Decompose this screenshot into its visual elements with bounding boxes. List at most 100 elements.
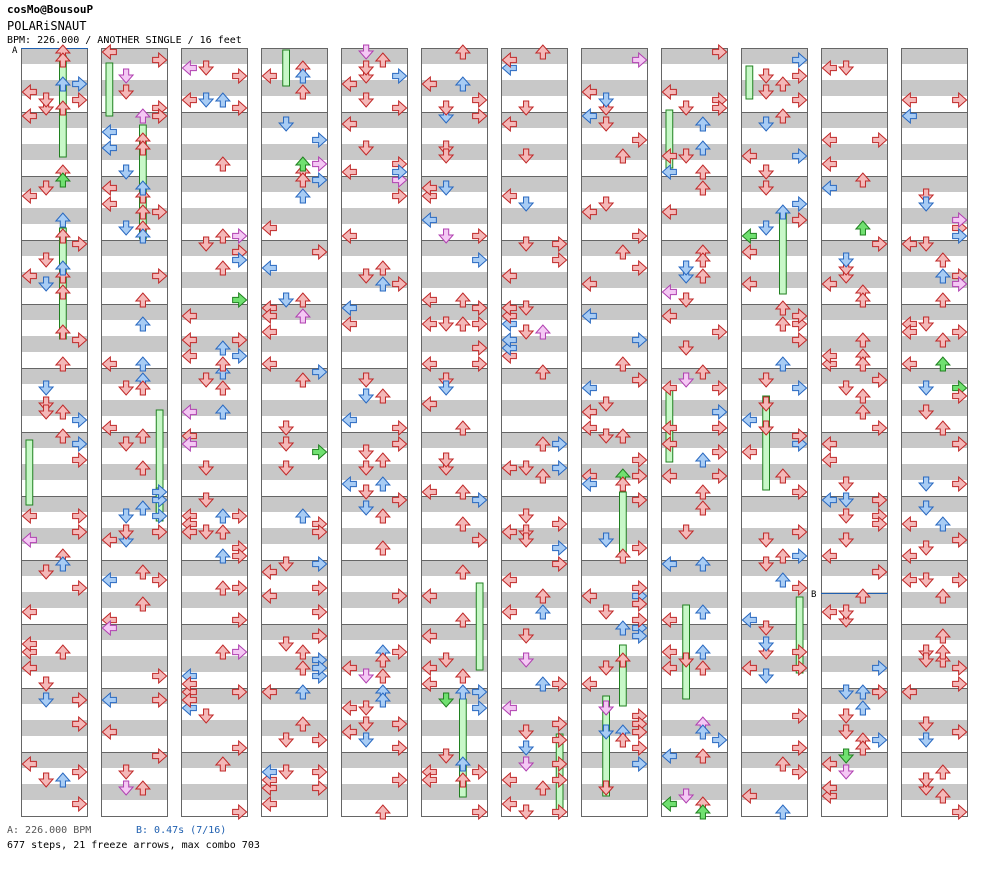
step-arrow-up [134, 428, 151, 444]
step-arrow-left [581, 83, 597, 101]
step-arrow-down [198, 708, 215, 724]
step-arrow-right [792, 195, 808, 213]
beat-band [421, 624, 488, 640]
beat-band [501, 112, 568, 128]
step-arrow-left [21, 507, 37, 525]
beat-band [341, 208, 408, 224]
step-arrow-left [661, 435, 677, 453]
step-arrow-left [421, 179, 437, 197]
step-arrow-right [632, 627, 648, 645]
beat-band [581, 400, 648, 416]
step-arrow-right [872, 659, 888, 677]
step-arrow-right [952, 227, 968, 245]
step-arrow-right [72, 451, 88, 469]
step-arrow-right [792, 547, 808, 565]
step-arrow-right [312, 131, 328, 149]
step-arrow-right [232, 347, 248, 365]
beat-band [21, 112, 88, 128]
beat-band [901, 720, 968, 736]
beat-band [741, 48, 808, 64]
step-arrow-right [72, 411, 88, 429]
beat-band [421, 400, 488, 416]
step-arrow-up [54, 284, 71, 300]
beat-band [341, 496, 408, 512]
step-arrow-left [581, 107, 597, 125]
step-arrow-down [518, 300, 535, 316]
artist-name: cosMo@BousouP [7, 3, 94, 16]
step-arrow-down [598, 428, 615, 444]
beat-band [741, 528, 808, 544]
beat-band [901, 688, 968, 704]
beat-band [421, 240, 488, 256]
step-arrow-down [918, 236, 935, 252]
step-arrow-right [72, 235, 88, 253]
step-arrow-right [552, 675, 568, 693]
beat-band [101, 240, 168, 256]
step-arrow-left [341, 723, 357, 741]
step-arrow-right [952, 275, 968, 293]
step-arrow-right [952, 323, 968, 341]
step-arrow-right [152, 523, 168, 541]
beat-band [261, 176, 328, 192]
step-arrow-up [214, 92, 231, 108]
step-arrow-up [454, 316, 471, 332]
step-arrow-right [872, 235, 888, 253]
step-arrow-down [38, 772, 55, 788]
step-arrow-right [792, 643, 808, 661]
step-arrow-right [552, 771, 568, 789]
step-arrow-up [614, 548, 631, 564]
step-arrow-left [421, 627, 437, 645]
beat-band [501, 400, 568, 416]
step-arrow-down [518, 724, 535, 740]
step-arrow-up [54, 100, 71, 116]
beat-band [741, 560, 808, 576]
step-arrow-down [838, 684, 855, 700]
beat-band [581, 112, 648, 128]
beat-band [341, 176, 408, 192]
step-arrow-up [934, 764, 951, 780]
step-arrow-down [758, 620, 775, 636]
beat-band [341, 528, 408, 544]
step-arrow-left [181, 667, 197, 685]
freeze-arrow [779, 212, 787, 295]
step-arrow-left [501, 331, 517, 349]
step-arrow-left [21, 83, 37, 101]
step-arrow-right [232, 803, 248, 821]
beat-band [661, 400, 728, 416]
step-arrow-left [581, 475, 597, 493]
beat-band [741, 432, 808, 448]
step-arrow-down [758, 556, 775, 572]
beat-band [741, 624, 808, 640]
step-arrow-left [421, 75, 437, 93]
step-arrow-left [661, 555, 677, 573]
step-arrow-left [661, 467, 677, 485]
beat-band [501, 592, 568, 608]
step-arrow-right [472, 315, 488, 333]
beat-band [901, 560, 968, 576]
step-arrow-up [294, 660, 311, 676]
beat-band [661, 720, 728, 736]
step-arrow-left [421, 675, 437, 693]
beat-band [21, 400, 88, 416]
beat-band [261, 528, 328, 544]
step-arrow-right [792, 483, 808, 501]
step-arrow-up [454, 612, 471, 628]
step-arrow-down [838, 476, 855, 492]
step-arrow-right [792, 763, 808, 781]
step-arrow-right [872, 131, 888, 149]
step-arrow-left [661, 659, 677, 677]
step-arrow-down [758, 372, 775, 388]
beat-band [261, 336, 328, 352]
step-arrow-up [694, 724, 711, 740]
beat-band [661, 560, 728, 576]
step-arrow-down [758, 180, 775, 196]
step-arrow-down [518, 236, 535, 252]
step-arrow-up [54, 356, 71, 372]
step-arrow-down [118, 84, 135, 100]
beat-band [741, 464, 808, 480]
step-arrow-up [934, 588, 951, 604]
beat-band [181, 592, 248, 608]
step-arrow-down [918, 644, 935, 660]
step-arrow-up [214, 548, 231, 564]
step-arrow-left [21, 187, 37, 205]
